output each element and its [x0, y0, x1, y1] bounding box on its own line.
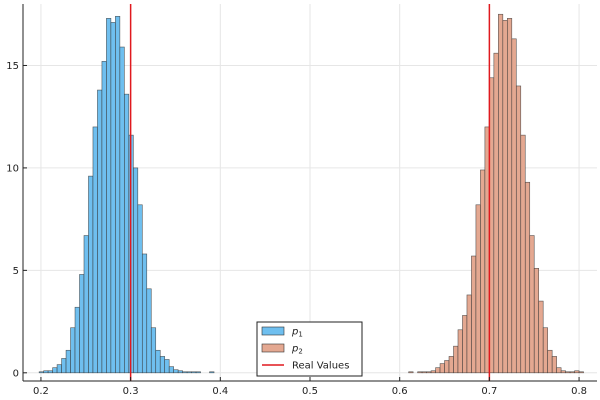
histogram-bar-series-1	[195, 371, 201, 374]
histogram-bar-series-2	[569, 371, 575, 374]
x-tick-label: 0.5	[302, 386, 318, 397]
legend-label-series-1: p1	[291, 327, 303, 339]
x-tick-label: 0.6	[392, 386, 408, 397]
histogram-bar-series-2	[493, 52, 499, 374]
histogram-bar-series-1	[173, 369, 179, 374]
histogram-bar-series-2	[426, 371, 432, 374]
legend-label-subscript: 2	[298, 348, 302, 356]
y-tick-label: 5	[13, 266, 19, 277]
histogram-bar-series-2	[551, 356, 557, 374]
histogram-bar-series-1	[101, 61, 107, 374]
histogram-bar-series-1	[92, 126, 98, 374]
histogram-bar-series-2	[480, 169, 486, 374]
histogram-bar-series-2	[471, 255, 477, 374]
legend-swatch-series-1	[261, 326, 285, 336]
histogram-bar-series-2	[453, 345, 459, 374]
histogram-bar-series-2	[520, 134, 526, 374]
histogram-bar-series-2	[435, 367, 441, 374]
histogram-bar-series-2	[511, 38, 517, 374]
histogram-bar-series-1	[137, 204, 143, 374]
histogram-bar-series-2	[533, 268, 540, 374]
histogram-bar-series-2	[417, 371, 423, 374]
histogram-bar-series-1	[38, 371, 44, 374]
histogram-bar-series-1	[177, 370, 183, 374]
x-tick-label: 0.8	[571, 386, 587, 397]
histogram-bar-series-2	[515, 85, 522, 374]
histogram-bar-series-2	[439, 363, 445, 374]
y-tick-label: 10	[6, 163, 19, 174]
histogram-bar-series-1	[155, 349, 161, 374]
histogram-bar-series-1	[70, 327, 76, 374]
histogram-bar-series-1	[164, 359, 170, 374]
histogram-bar-series-2	[529, 235, 535, 374]
x-tick-label: 0.7	[481, 386, 497, 397]
histogram-bar-series-1	[150, 327, 157, 374]
histogram-bar-series-2	[547, 349, 553, 374]
axes-layer: 0.2 0.3 0.4 0.5 0.6 0.7 0.8 0 5 10 15	[6, 4, 597, 397]
histogram-bar-series-1	[168, 366, 174, 374]
legend-label-series-2: p2	[291, 344, 303, 356]
histogram-bar-series-2	[430, 370, 436, 374]
histogram-bar-series-2	[538, 300, 544, 374]
histogram-bar-series-2	[475, 204, 481, 374]
histogram-bar-series-1	[141, 253, 148, 374]
histogram-bar-series-1	[182, 371, 188, 374]
histogram-bar-series-2	[408, 371, 414, 374]
legend-label-real-values: Real Values	[292, 361, 349, 372]
histogram-bar-series-2	[462, 315, 468, 374]
histogram-bar-series-2	[578, 371, 584, 374]
histogram-bar-series-2	[574, 370, 580, 374]
histogram-bar-series-1	[88, 175, 94, 374]
x-tick-label: 0.3	[123, 386, 139, 397]
histogram-bar-series-1	[79, 274, 85, 374]
reference-lines-layer	[129, 4, 491, 381]
histogram-bar-series-1	[52, 367, 58, 374]
histogram-bar-series-1	[191, 371, 197, 374]
bars-layer	[38, 13, 584, 374]
legend-swatch-series-2	[261, 343, 285, 353]
histogram-bar-series-1	[106, 18, 112, 374]
histogram-bar-series-1	[61, 358, 67, 374]
histogram-bar-series-2	[542, 327, 548, 374]
y-tick-label: 15	[6, 61, 19, 72]
histogram-bar-series-2	[502, 20, 508, 374]
histogram-bar-series-1	[115, 15, 121, 374]
histogram-bar-series-2	[556, 367, 562, 374]
histogram-bar-series-1	[65, 349, 71, 374]
y-tick-label: 0	[13, 368, 19, 379]
histogram-bar-series-2	[421, 371, 427, 374]
histogram-bar-series-2	[560, 370, 566, 374]
histogram-bar-series-1	[119, 46, 125, 374]
histogram-bar-series-1	[124, 93, 130, 374]
histogram-bar-series-2	[498, 13, 504, 374]
histogram-bar-series-2	[448, 356, 454, 374]
histogram-bar-series-2	[457, 329, 463, 374]
histogram-bar-series-1	[159, 356, 166, 374]
histogram-bar-series-1	[209, 371, 215, 374]
legend-label-subscript: 1	[298, 331, 302, 339]
histogram-bar-series-1	[146, 288, 152, 374]
histogram-bar-series-1	[56, 364, 62, 374]
histogram-bar-series-2	[565, 371, 571, 374]
histogram-bar-series-2	[507, 18, 513, 374]
legend: p1 p2 Real Values	[256, 321, 363, 377]
histogram-bar-series-2	[466, 294, 472, 374]
histogram-bar-series-1	[83, 235, 89, 374]
histogram-bar-series-1	[74, 306, 80, 374]
histogram-bar-series-2	[444, 360, 450, 374]
histogram-bar-series-2	[524, 181, 531, 374]
histogram-bar-series-1	[110, 22, 116, 374]
x-tick-label: 0.4	[212, 386, 228, 397]
histogram-bar-series-1	[47, 370, 53, 374]
histogram-bar-series-1	[186, 371, 192, 374]
histogram-bar-series-1	[133, 167, 139, 374]
histogram-bar-series-1	[43, 370, 49, 374]
histogram-bar-series-1	[97, 89, 103, 374]
x-tick-label: 0.2	[33, 386, 49, 397]
